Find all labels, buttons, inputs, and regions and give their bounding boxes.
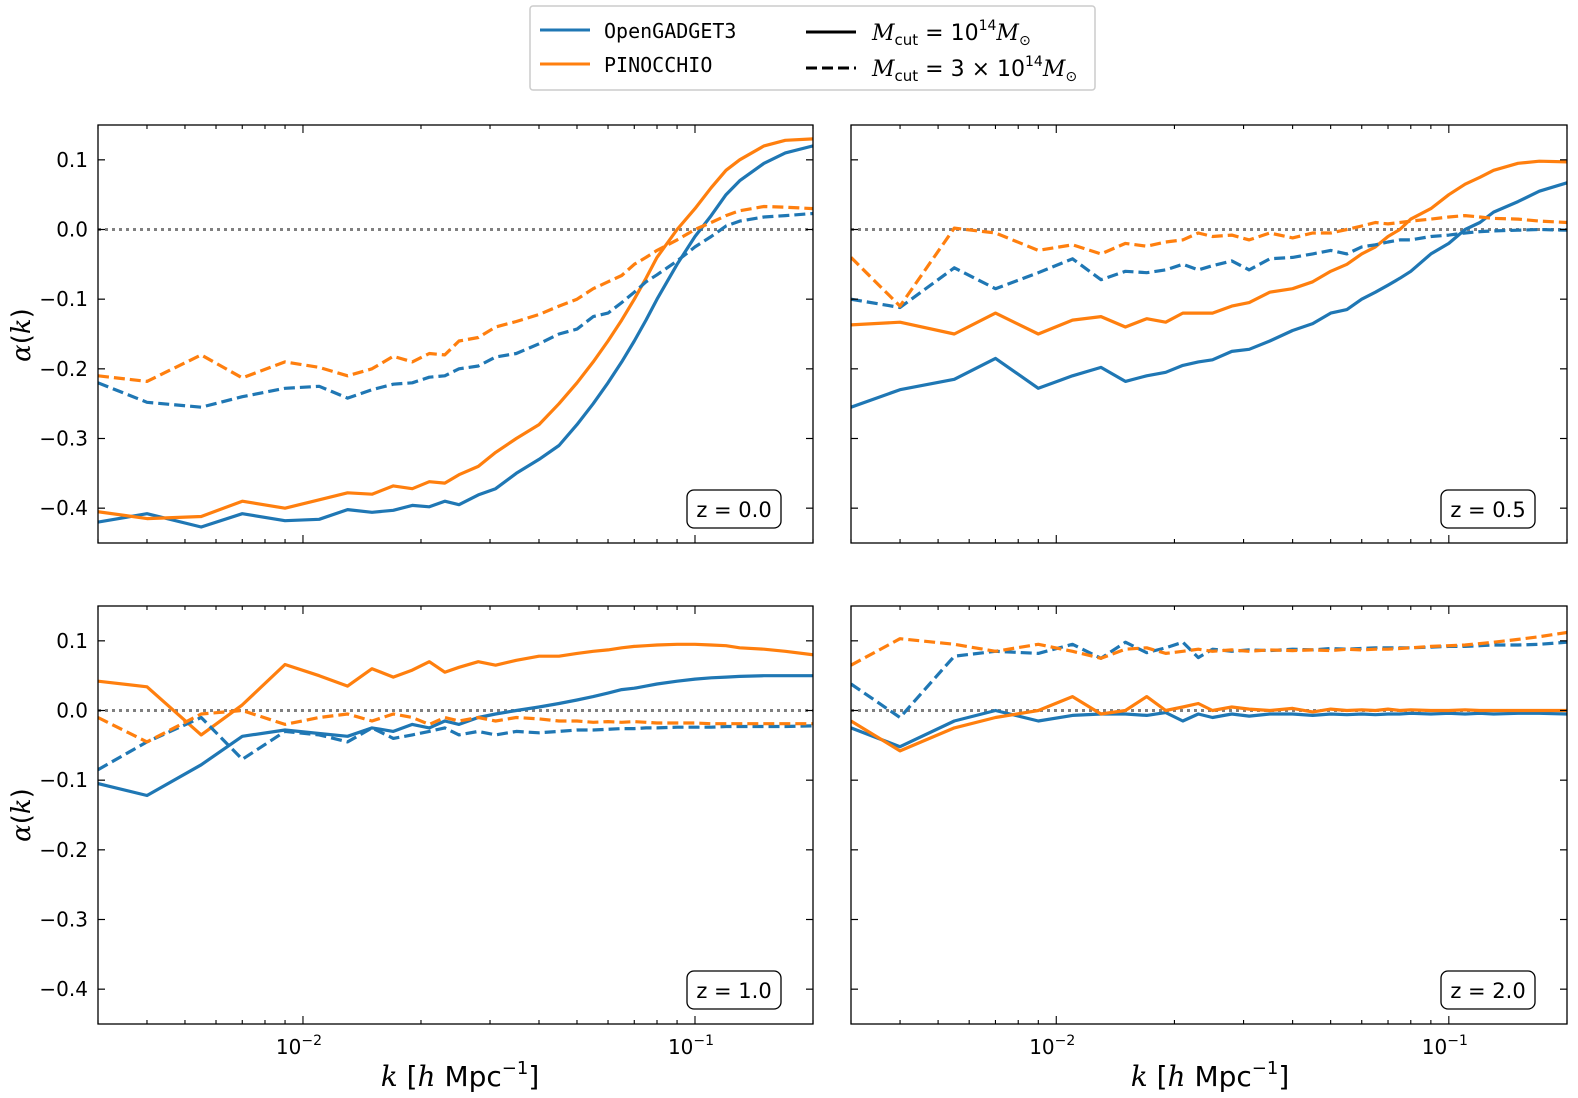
x-tick-label: 10−1 — [668, 1033, 714, 1059]
panel-frame — [850, 124, 1568, 544]
panel-frame — [97, 124, 814, 544]
series-line-opengadget3-solid — [851, 181, 1567, 409]
y-axis-label-bottom: α(k) — [7, 788, 37, 842]
redshift-label: z = 1.0 — [696, 979, 771, 1003]
x-tick-label: 10−2 — [276, 1033, 322, 1059]
series-line-pinocchio-solid — [98, 642, 813, 737]
series-line-opengadget3-solid — [98, 144, 813, 529]
redshift-label: z = 0.0 — [696, 498, 771, 522]
series-group — [98, 642, 813, 798]
series-line-pinocchio-dashed — [851, 214, 1567, 308]
x-tick-label: 10−1 — [1422, 1033, 1468, 1059]
legend-label-opengadget: OpenGADGET3 — [604, 19, 736, 43]
redshift-box — [1440, 489, 1536, 529]
series-line-opengadget3-dashed — [98, 715, 813, 772]
redshift-label: z = 0.5 — [1450, 498, 1525, 522]
series-group — [851, 159, 1567, 409]
series-line-opengadget3-solid — [98, 674, 813, 798]
series-line-opengadget3-solid — [851, 708, 1567, 749]
panel-z0: 0.1 0.0 −0.1 −0.2 −0.3 −0.4 z = 0.0 — [39, 124, 814, 544]
series-line-pinocchio-dashed — [98, 204, 813, 383]
x-axis-label-left: k [h Mpc−1] — [381, 1058, 540, 1093]
series-line-pinocchio-dashed — [851, 630, 1567, 667]
y-tick-label: 0.1 — [56, 629, 88, 653]
panel-frame — [850, 605, 1568, 1025]
series-line-opengadget3-dashed — [851, 640, 1567, 720]
redshift-box — [686, 970, 782, 1010]
legend-label-pinocchio: PINOCCHIO — [604, 53, 712, 77]
y-axis-label-top: α(k) — [7, 308, 37, 362]
y-tick-label: −0.2 — [39, 357, 88, 381]
y-tick-label: −0.2 — [39, 838, 88, 862]
panel-z2: 10−2 10−1 z = 2.0 — [850, 605, 1568, 1059]
y-tick-label: −0.3 — [39, 908, 88, 932]
series-line-opengadget3-dashed — [851, 227, 1567, 310]
y-tick-label: −0.4 — [39, 977, 88, 1001]
series-line-pinocchio-solid — [98, 137, 813, 521]
x-tick-label: 10−2 — [1029, 1033, 1075, 1059]
y-tick-label: 0.0 — [56, 699, 88, 723]
y-tick-label: −0.1 — [39, 768, 88, 792]
redshift-label: z = 2.0 — [1450, 979, 1525, 1003]
panel-frame — [97, 605, 814, 1025]
legend-label-mcut-1e14: Mcut = 1014M⊙ — [871, 18, 1031, 49]
series-line-pinocchio-solid — [851, 159, 1567, 336]
legend-label-mcut-3e14: Mcut = 3 × 1014M⊙ — [871, 54, 1077, 85]
legend-frame — [529, 5, 1096, 91]
redshift-box — [1440, 970, 1536, 1010]
y-tick-label: 0.1 — [56, 148, 88, 172]
legend: OpenGADGET3 PINOCCHIO Mcut = 1014M⊙ Mcut… — [529, 5, 1096, 91]
panel-z05: z = 0.5 — [850, 124, 1568, 544]
y-tick-label: −0.3 — [39, 427, 88, 451]
panel-z1: 0.1 0.0 −0.1 −0.2 −0.3 −0.4 10−2 10−1 z = 1.0 — [39, 605, 814, 1059]
series-group — [851, 630, 1567, 753]
series-group — [98, 137, 813, 529]
y-tick-label: 0.0 — [56, 218, 88, 242]
series-line-pinocchio-solid — [851, 694, 1567, 753]
y-tick-label: −0.1 — [39, 287, 88, 311]
x-axis-label-right: k [h Mpc−1] — [1131, 1058, 1290, 1093]
series-line-opengadget3-dashed — [98, 211, 813, 409]
redshift-box — [686, 489, 782, 529]
series-line-pinocchio-dashed — [98, 708, 813, 744]
y-tick-label: −0.4 — [39, 496, 88, 520]
